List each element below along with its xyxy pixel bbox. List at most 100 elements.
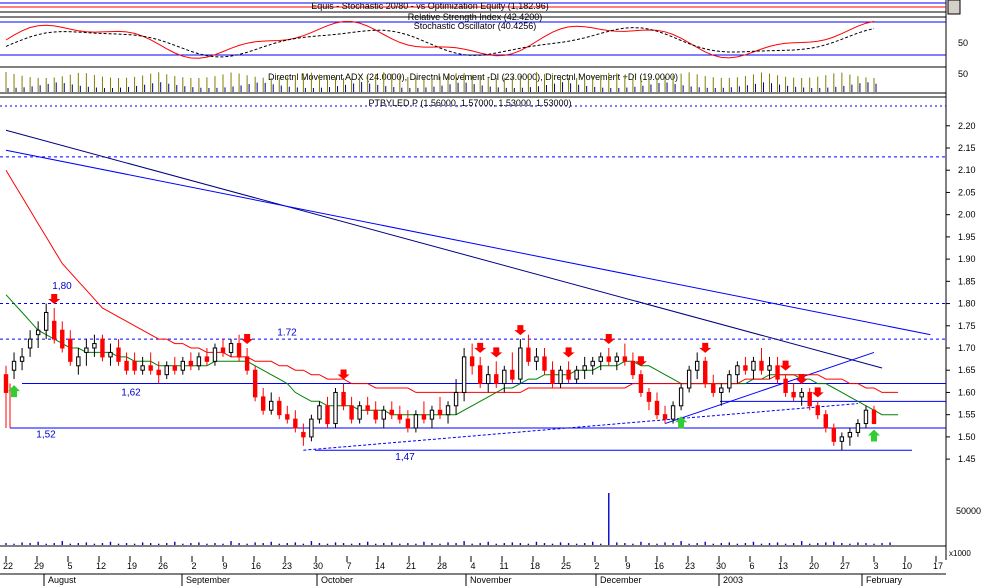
date-axis: 22 29 5 12 19 26 2 9 16 23 30 7 14 21 28 4 11 18 25 2 9 16 23 3… [0,556,946,586]
date-tick-label: 19 [127,561,137,571]
candle-body [461,356,467,393]
candle-body [751,360,756,371]
dmi-title: Directnl Movement ADX (24.0000), Directn… [268,72,678,82]
sell-arrow [241,334,254,344]
trend-line [5,129,883,369]
candle-body [654,400,660,416]
price-tick-label: 2.00 [958,210,976,220]
sell-arrow [634,356,647,367]
level-label: 1,80 [52,281,72,292]
date-tick-label: 9 [625,561,630,571]
price-tick-label: 1.75 [958,321,976,331]
date-tick-label: 30 [313,561,323,571]
stochastic-title: Stochastic Oscillator (40.4256) [414,21,537,31]
candle-body [727,374,732,389]
moving-average-line [5,294,899,416]
candle-body [775,365,780,380]
date-tick-label: 26 [158,561,168,571]
candle-body [293,418,298,429]
candle-body [518,347,523,380]
candle-body [116,347,121,362]
date-tick-label: 11 [499,561,508,571]
candle-body [405,418,411,429]
candle-body [477,365,483,385]
month-label: 2003 [723,575,743,585]
candle-body [871,409,877,425]
candle-body [469,356,475,367]
date-tick-label: 9 [222,561,227,571]
candle-body [445,405,451,416]
price-tick-label: 1.90 [958,254,976,264]
date-tick-label: 7 [346,561,351,571]
stochastic-signal-line [5,27,875,58]
candle-body [542,356,547,371]
candle-body [341,391,346,407]
month-label: August [48,575,77,585]
candle-body [188,360,194,367]
sell-arrow [562,347,575,358]
candle-body [413,414,419,429]
date-tick-label: 5 [67,561,72,571]
date-tick-label: 2 [594,561,599,571]
candle-body [309,418,314,438]
equity-panel-title: Equis - Stochastic 20/80 - vs Optimizati… [311,1,549,11]
price-tick-label: 2.10 [958,165,976,175]
sell-arrow [811,387,824,398]
candle-body [269,400,274,411]
price-panel-title: PTBYLED P (1.56000, 1.57000, 1.53000, 1.… [369,98,572,108]
date-tick-label: 13 [778,561,788,571]
candle-body [164,365,169,376]
candle-body [759,360,764,371]
candle-body [815,405,820,416]
candle-body [156,369,161,376]
trend-line [303,403,858,451]
trend-line [5,149,931,336]
month-label: October [321,575,353,585]
candle-body [614,356,620,362]
candle-body [799,391,804,398]
candle-body [196,356,202,367]
candle-body [148,365,153,371]
candle-body [807,391,812,407]
candle-body [43,311,49,331]
candle-body [92,343,97,349]
candle-body [678,387,684,407]
candle-body [694,360,700,371]
candle-body [606,356,611,362]
volume-unit-label: x1000 [949,549,971,558]
candle-body [486,374,491,385]
level-label: 1,52 [36,430,56,441]
level-label: 1.72 [277,327,297,338]
candle-body [534,356,539,362]
candle-body [719,387,724,393]
date-tick-label: 14 [375,561,385,571]
candle-body [823,414,828,429]
candle-body [357,405,362,420]
candle-body [437,409,443,416]
candle-body [550,369,555,385]
sell-arrow [795,374,808,384]
candle-body [670,405,676,420]
candle-body [11,360,17,371]
date-tick-label: 28 [437,561,447,571]
candle-body [277,400,282,416]
date-tick-label: 17 [933,561,943,571]
price-plot [0,129,946,451]
price-tick-label: 1.80 [958,299,976,309]
buy-arrow [868,429,880,442]
candle-body [582,365,587,371]
candle-body [60,329,65,349]
price-tick-label: 2.15 [958,143,976,153]
price-tick-label: 1.95 [958,232,976,242]
buy-arrow [8,385,21,398]
candle-body [502,369,507,385]
candle-body [598,356,603,362]
candle-body [510,369,515,380]
sell-arrow [490,347,503,358]
sell-arrow [779,360,792,371]
candle-body [132,360,137,371]
candle-body [252,369,258,398]
candle-body [140,365,145,371]
candle-body [180,360,186,371]
